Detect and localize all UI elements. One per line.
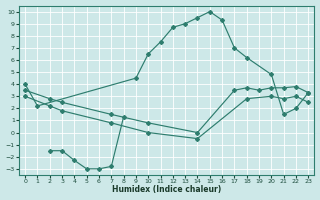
X-axis label: Humidex (Indice chaleur): Humidex (Indice chaleur) xyxy=(112,185,221,194)
